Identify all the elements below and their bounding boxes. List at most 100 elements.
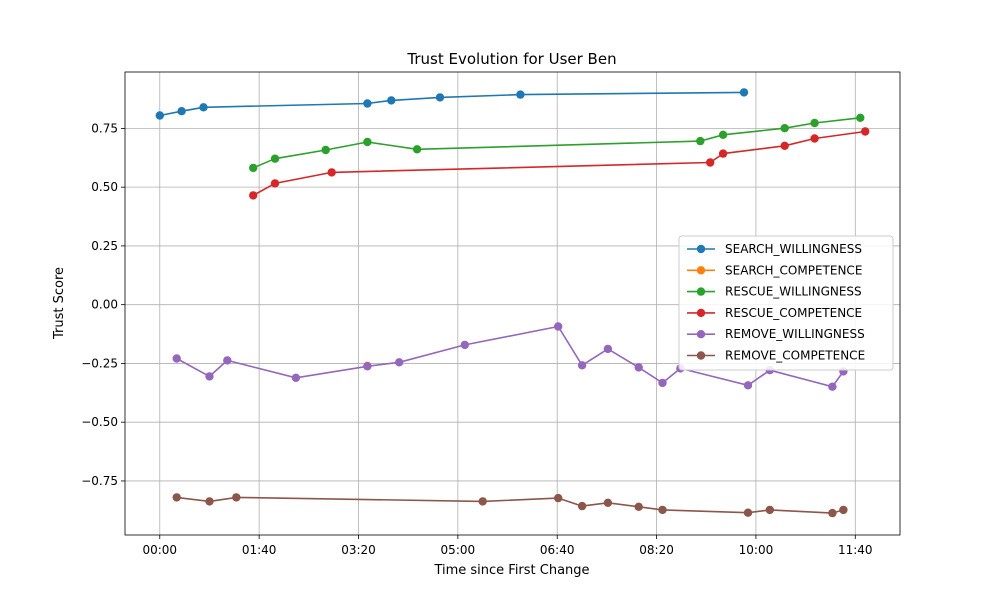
data-point [270, 179, 280, 188]
data-point [249, 191, 258, 200]
data-point [223, 356, 232, 365]
legend-label: RESCUE_WILLINGNESS [725, 285, 862, 299]
data-point [658, 378, 667, 388]
y-tick-label: 0.25 [91, 239, 118, 253]
y-tick-label: 0.75 [91, 121, 118, 135]
x-tick-label: 10:00 [739, 543, 774, 557]
data-point [363, 362, 372, 371]
data-point [696, 136, 705, 146]
y-tick-label: −0.25 [81, 356, 118, 370]
legend-marker-swatch [696, 244, 706, 254]
data-point [577, 501, 587, 511]
data-point [743, 381, 753, 390]
series-rescue-competence [249, 127, 870, 200]
x-axis-ticks: 00:00 01:40 03:20 05:00 06:40 08:20 10:00 11:40 [142, 535, 873, 557]
data-point [739, 88, 749, 97]
x-tick-label: 06:40 [540, 543, 575, 557]
x-axis-title: Time since First Change [433, 563, 589, 578]
legend-label: REMOVE_WILLINGNESS [725, 327, 865, 341]
legend-marker-swatch [696, 330, 706, 339]
y-tick-label: 0.00 [91, 298, 118, 312]
data-point [780, 141, 789, 150]
data-point [516, 90, 525, 99]
data-point [291, 373, 301, 382]
data-point [460, 340, 469, 350]
x-tick-label: 03:20 [341, 543, 376, 557]
data-point [839, 505, 848, 515]
legend-item: SEARCH_COMPETENCE [687, 263, 862, 277]
legend-label: SEARCH_WILLINGNESS [725, 242, 862, 256]
data-point [554, 493, 563, 503]
legend-marker-swatch [696, 351, 706, 360]
data-point [861, 127, 870, 136]
legend-marker-swatch [696, 308, 706, 318]
data-point [603, 498, 613, 507]
data-point [828, 508, 837, 518]
data-point [743, 508, 753, 517]
data-point [603, 344, 613, 354]
data-point [810, 134, 819, 143]
data-point [478, 497, 487, 506]
data-point [706, 158, 715, 167]
x-tick-label: 05:00 [441, 543, 476, 557]
y-axis-title: Trust Score [52, 267, 67, 340]
data-point [435, 93, 445, 102]
data-point [634, 502, 643, 511]
data-point [554, 322, 563, 331]
data-point [199, 103, 208, 112]
legend-item: SEARCH_WILLINGNESS [687, 242, 862, 256]
data-point [828, 382, 837, 391]
data-point [718, 149, 728, 158]
data-point [205, 497, 214, 506]
data-point [172, 493, 181, 502]
data-point [387, 96, 396, 105]
series-search-willingness [155, 88, 749, 120]
data-point [177, 107, 186, 116]
y-tick-label: 0.50 [91, 180, 118, 194]
x-tick-label: 00:00 [142, 543, 177, 557]
x-tick-label: 01:40 [242, 543, 277, 557]
legend-label: RESCUE_COMPETENCE [725, 306, 862, 320]
data-point [270, 154, 280, 163]
chart-title: Trust Evolution for User Ben [406, 50, 616, 68]
data-point [232, 493, 241, 502]
data-point [321, 145, 330, 155]
data-point [634, 363, 643, 372]
legend-label: REMOVE_COMPETENCE [725, 349, 865, 363]
data-point [363, 137, 372, 147]
data-point [412, 145, 422, 154]
x-tick-label: 11:40 [838, 543, 873, 557]
series-layer [155, 88, 870, 518]
x-tick-label: 08:20 [639, 543, 674, 557]
y-tick-label: −0.75 [81, 474, 118, 488]
legend-item: RESCUE_COMPETENCE [687, 306, 862, 320]
series-line [252, 117, 861, 169]
legend: SEARCH_WILLINGNESS SEARCH_COMPETENCE RESCU… [678, 235, 894, 371]
data-point [327, 168, 336, 177]
data-point [658, 505, 667, 515]
data-point [172, 354, 181, 363]
series-line [252, 130, 866, 197]
data-point [810, 118, 819, 128]
series-rescue-willingness [249, 113, 865, 173]
legend-item: REMOVE_COMPETENCE [687, 349, 865, 363]
data-point [765, 505, 774, 515]
data-point [363, 99, 372, 108]
legend-item: RESCUE_WILLINGNESS [687, 285, 862, 299]
legend-marker-swatch [696, 266, 706, 275]
data-point [249, 163, 258, 173]
data-point [718, 130, 728, 139]
data-point [577, 361, 587, 370]
data-point [155, 111, 164, 120]
legend-item: REMOVE_WILLINGNESS [687, 327, 865, 341]
plot-frame [124, 71, 901, 536]
legend-marker-swatch [696, 287, 706, 296]
legend-box [678, 235, 894, 371]
series-line [176, 496, 844, 514]
y-axis-ticks: 0.75 0.50 0.25 0.00 −0.25 −0.50 −0.75 [81, 121, 125, 488]
legend-label: SEARCH_COMPETENCE [725, 263, 862, 277]
y-tick-label: −0.50 [81, 415, 118, 429]
data-point [205, 372, 214, 381]
